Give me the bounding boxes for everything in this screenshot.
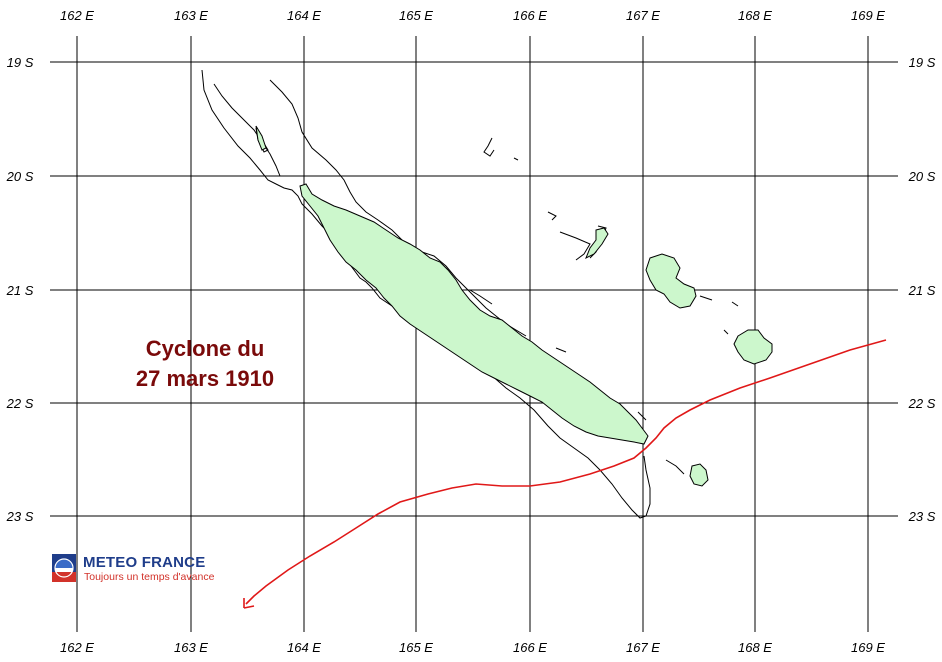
- lon-label: 167 E: [626, 8, 660, 23]
- lat-label: 22 S: [908, 396, 936, 411]
- lifou-island: [645, 253, 697, 309]
- lon-label: 168 E: [738, 8, 772, 23]
- graticule: [50, 36, 898, 632]
- map-title: Cyclone du 27 mars 1910: [100, 334, 310, 394]
- cyclone-track-arrowhead: [243, 598, 255, 609]
- lat-label: 20 S: [6, 169, 34, 184]
- lon-label: 162 E: [60, 8, 94, 23]
- lat-label: 19 S: [909, 55, 936, 70]
- lat-label: 19 S: [7, 55, 34, 70]
- latitude-labels-left: 19 S 20 S 21 S 22 S 23 S: [6, 55, 34, 524]
- lon-label: 168 E: [738, 640, 772, 655]
- lon-label: 164 E: [287, 8, 321, 23]
- lon-label: 165 E: [399, 640, 433, 655]
- cyclone-track-line: [245, 339, 887, 605]
- lon-label: 163 E: [174, 8, 208, 23]
- grande-terre-island: [299, 183, 649, 445]
- title-line-2: 27 mars 1910: [135, 366, 275, 391]
- ouvea-island: [585, 227, 609, 260]
- title-line-1: Cyclone du: [145, 336, 265, 361]
- longitude-labels-top: 162 E 163 E 164 E 165 E 166 E 167 E 168 …: [60, 8, 885, 23]
- lon-label: 169 E: [851, 8, 885, 23]
- lat-label: 20 S: [908, 169, 936, 184]
- longitude-labels-bottom: 162 E 163 E 164 E 165 E 166 E 167 E 168 …: [60, 640, 885, 655]
- mare-island: [733, 329, 773, 365]
- meteo-france-logo: METEO FRANCE Toujours un temps d'avance: [52, 554, 242, 586]
- lon-label: 162 E: [60, 640, 94, 655]
- lon-label: 169 E: [851, 640, 885, 655]
- logo-slogan: Toujours un temps d'avance: [84, 571, 215, 583]
- lat-label: 21 S: [6, 283, 34, 298]
- meteo-france-globe-icon: [52, 554, 76, 582]
- lat-label: 22 S: [6, 396, 34, 411]
- lon-label: 167 E: [626, 640, 660, 655]
- lon-label: 166 E: [513, 8, 547, 23]
- lon-label: 163 E: [174, 640, 208, 655]
- logo-name: METEO FRANCE: [83, 554, 206, 571]
- lat-label: 21 S: [908, 283, 936, 298]
- lon-label: 166 E: [513, 640, 547, 655]
- lat-label: 23 S: [908, 509, 936, 524]
- reef-outlines: [201, 69, 739, 519]
- belep-islet: [255, 125, 267, 151]
- lon-label: 165 E: [399, 8, 433, 23]
- latitude-labels-right: 19 S 20 S 21 S 22 S 23 S: [908, 55, 936, 524]
- isle-of-pines: [689, 463, 709, 487]
- lon-label: 164 E: [287, 640, 321, 655]
- lat-label: 23 S: [6, 509, 34, 524]
